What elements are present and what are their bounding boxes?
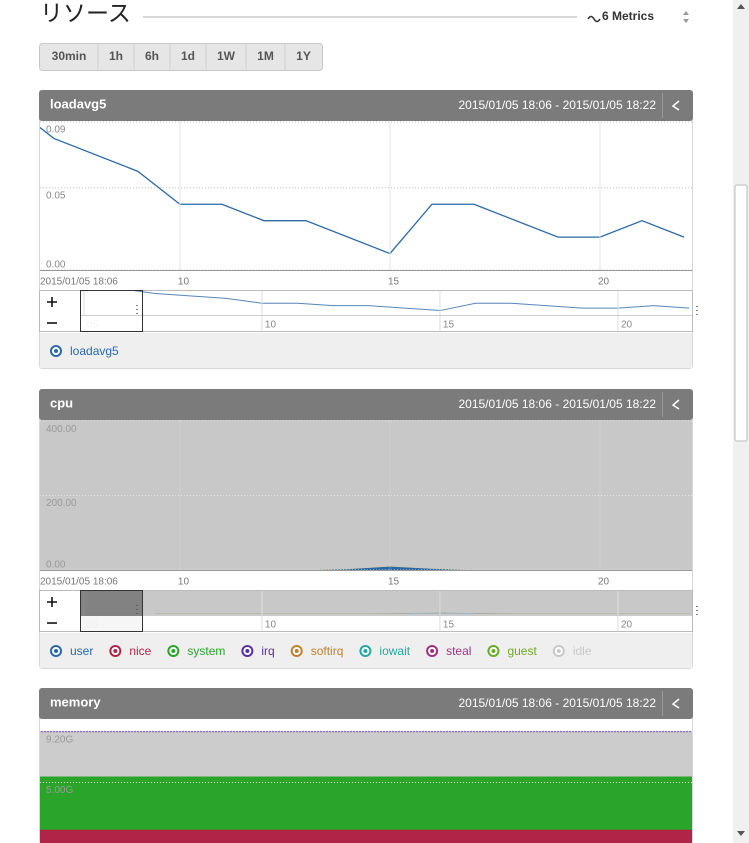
area [40, 776, 692, 843]
metrics-select[interactable]: 6 Metrics [602, 9, 654, 23]
navigator-tick-label: 20 [621, 320, 633, 331]
time-button[interactable]: 6h [145, 49, 159, 63]
scroll-up[interactable] [737, 4, 745, 9]
panel-header [39, 90, 693, 121]
zoom-controls-bg [40, 291, 80, 331]
scrollbar-thumb[interactable] [734, 184, 748, 442]
metrics-icon [587, 15, 601, 23]
legend-icon-dot [491, 649, 496, 653]
legend-area [40, 333, 692, 368]
y-tick-label: 0.09 [46, 125, 66, 136]
x-tick-label: 15 [388, 277, 400, 288]
legend-icon-dot [430, 649, 435, 653]
navigator-window [80, 290, 143, 332]
y-tick-label: 200.00 [46, 498, 77, 509]
line [40, 126, 685, 255]
legend-label[interactable]: irq [261, 644, 274, 658]
legend-label[interactable]: guest [507, 644, 537, 658]
legend-icon-dot [171, 649, 176, 653]
legend-label[interactable]: steal [446, 644, 471, 658]
share-button[interactable] [671, 399, 680, 410]
legend-label[interactable]: nice [129, 644, 151, 658]
navigator-line [133, 291, 690, 312]
legend-icon-dot [363, 649, 368, 653]
panel-header [39, 688, 693, 719]
legend-label[interactable]: system [187, 644, 225, 658]
plot-series [40, 730, 692, 843]
zoom-controls-bg [40, 591, 80, 631]
time-button[interactable]: 30min [52, 49, 87, 63]
panel-header [39, 389, 693, 420]
time-range-buttons: 30min 1h 6h 1d 1W 1M 1Y [39, 43, 323, 71]
panel-title: cpu [50, 395, 73, 410]
plot-series [40, 126, 685, 255]
zoom-in[interactable] [47, 597, 57, 607]
legend-icon-dot [556, 649, 561, 653]
y-tick-label: 5.00G [46, 785, 73, 796]
select-arrows [683, 11, 689, 23]
legend-icon-dot [54, 649, 58, 653]
navigator-window-cover [81, 616, 142, 631]
panel-range: 2015/01/05 18:06 - 2015/01/05 18:22 [458, 397, 656, 411]
x-tick-label: 20 [598, 577, 610, 588]
legend-icon-dot [245, 649, 250, 653]
y-tick-label: 0.00 [46, 260, 66, 271]
zoom-in[interactable] [47, 297, 57, 307]
panel-range: 2015/01/05 18:06 - 2015/01/05 18:22 [458, 98, 656, 112]
scroll-down[interactable] [737, 831, 745, 836]
legend-icon-dot [294, 649, 299, 653]
chart-panel: memory 2015/01/05 18:06 - 2015/01/05 18:2… [39, 688, 693, 843]
legend-icon-dot [54, 349, 58, 353]
navigator-tick-label: 15 [443, 620, 455, 631]
x-tick-label: 10 [178, 577, 190, 588]
time-button[interactable]: 1W [217, 49, 236, 63]
time-button[interactable]: 1Y [296, 49, 311, 63]
x-axis-strip [40, 570, 692, 590]
time-button[interactable]: 1h [109, 49, 123, 63]
navigator-tick-label: 20 [621, 620, 633, 631]
y-tick-label: 9.20G [46, 734, 73, 745]
legend-label[interactable]: idle [573, 644, 592, 658]
x-tick-label: 2015/01/05 18:06 [40, 577, 118, 588]
panel-range: 2015/01/05 18:06 - 2015/01/05 18:22 [458, 696, 656, 710]
x-tick-label: 20 [598, 277, 610, 288]
area [53, 420, 685, 570]
y-tick-label: 400.00 [46, 424, 77, 435]
navigator-series [133, 291, 690, 312]
x-tick-label: 2015/01/05 18:06 [40, 277, 118, 288]
legend-label[interactable]: user [70, 644, 93, 658]
time-button[interactable]: 1M [257, 49, 274, 63]
legend-label[interactable]: loadavg5 [70, 344, 119, 358]
plot-background [40, 122, 692, 270]
navigator-tick-label: 10 [265, 320, 277, 331]
panel-title: memory [50, 694, 101, 709]
y-tick-label: 0.00 [46, 560, 66, 571]
panels: loadavg5 2015/01/05 18:06 - 2015/01/05 18… [39, 90, 698, 843]
chart-panel: cpu 2015/01/05 18:06 - 2015/01/05 18:22 0.… [39, 389, 698, 669]
navigator-area [154, 591, 690, 614]
x-tick-label: 10 [178, 277, 190, 288]
legend-label[interactable]: softirq [311, 644, 344, 658]
x-tick-label: 15 [388, 577, 400, 588]
share-button[interactable] [671, 698, 680, 709]
share-button[interactable] [671, 100, 680, 111]
navigator-series [154, 591, 690, 614]
navigator-tick-label: 10 [265, 620, 277, 631]
legend-label[interactable]: iowait [379, 644, 410, 658]
page-title: リソース [40, 0, 131, 26]
time-button[interactable]: 1d [181, 49, 195, 63]
navigator-tick-label: 15 [443, 320, 455, 331]
button-group [39, 43, 323, 71]
legend-icon-dot [113, 649, 118, 653]
navigator-window-cover [81, 316, 142, 331]
panel-title: loadavg5 [50, 96, 106, 111]
chart-panel: loadavg5 2015/01/05 18:06 - 2015/01/05 18… [39, 90, 698, 369]
x-axis-strip [40, 270, 692, 290]
area [40, 829, 692, 843]
y-tick-label: 0.05 [46, 190, 66, 201]
